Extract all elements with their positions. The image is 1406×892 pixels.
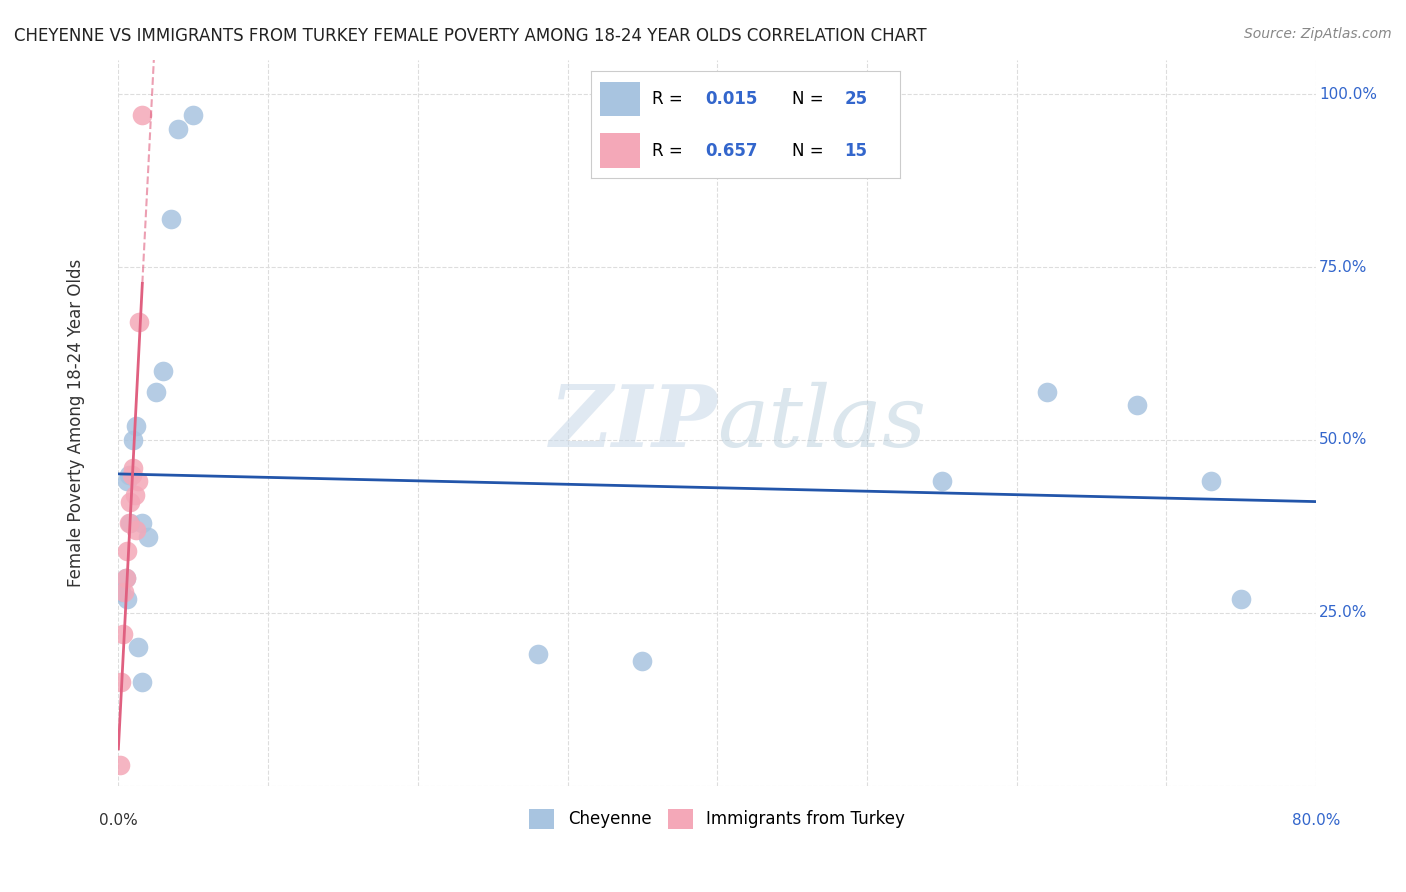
Point bbox=[167, 121, 190, 136]
Text: 25.0%: 25.0% bbox=[1319, 606, 1368, 620]
Point bbox=[110, 675, 132, 690]
Text: 0.0%: 0.0% bbox=[98, 814, 138, 829]
Point bbox=[131, 675, 153, 690]
Point bbox=[131, 108, 153, 122]
Point bbox=[122, 433, 145, 447]
Text: N =: N = bbox=[792, 90, 828, 108]
Point bbox=[931, 475, 953, 489]
Text: 0.015: 0.015 bbox=[704, 90, 758, 108]
Point bbox=[1230, 592, 1253, 607]
Point bbox=[128, 315, 150, 329]
Text: Source: ZipAtlas.com: Source: ZipAtlas.com bbox=[1244, 27, 1392, 41]
Point bbox=[121, 467, 143, 482]
Point bbox=[108, 585, 131, 599]
Point bbox=[108, 758, 131, 772]
Point bbox=[145, 384, 167, 399]
Point bbox=[117, 592, 139, 607]
Point bbox=[136, 530, 159, 544]
Point bbox=[112, 585, 135, 599]
Text: atlas: atlas bbox=[717, 382, 927, 464]
Text: ZIP: ZIP bbox=[550, 381, 717, 465]
Point bbox=[526, 648, 548, 662]
Text: 100.0%: 100.0% bbox=[1319, 87, 1378, 102]
Point bbox=[115, 571, 138, 585]
Point bbox=[127, 475, 149, 489]
Point bbox=[631, 654, 654, 668]
Point bbox=[118, 516, 141, 530]
Point bbox=[1035, 384, 1057, 399]
Text: Female Poverty Among 18-24 Year Olds: Female Poverty Among 18-24 Year Olds bbox=[67, 259, 86, 587]
Point bbox=[125, 523, 148, 537]
Point bbox=[159, 211, 181, 226]
Point bbox=[125, 419, 148, 434]
Text: R =: R = bbox=[652, 90, 689, 108]
Text: 25: 25 bbox=[844, 90, 868, 108]
Text: 0.657: 0.657 bbox=[704, 142, 758, 160]
Point bbox=[117, 475, 139, 489]
Point bbox=[124, 488, 146, 502]
Text: CHEYENNE VS IMMIGRANTS FROM TURKEY FEMALE POVERTY AMONG 18-24 YEAR OLDS CORRELAT: CHEYENNE VS IMMIGRANTS FROM TURKEY FEMAL… bbox=[14, 27, 927, 45]
Text: N =: N = bbox=[792, 142, 828, 160]
FancyBboxPatch shape bbox=[600, 134, 640, 168]
Text: R =: R = bbox=[652, 142, 689, 160]
FancyBboxPatch shape bbox=[600, 82, 640, 116]
Text: 75.0%: 75.0% bbox=[1319, 260, 1368, 275]
Text: 50.0%: 50.0% bbox=[1319, 433, 1368, 448]
Point bbox=[122, 460, 145, 475]
Point bbox=[152, 364, 174, 378]
Point bbox=[117, 543, 139, 558]
Point bbox=[1201, 475, 1223, 489]
Text: 80.0%: 80.0% bbox=[1292, 814, 1340, 829]
Point bbox=[110, 585, 132, 599]
Point bbox=[118, 467, 141, 482]
Point bbox=[120, 495, 142, 509]
Point bbox=[1125, 398, 1147, 412]
Point bbox=[131, 516, 153, 530]
Point bbox=[120, 516, 142, 530]
Text: 15: 15 bbox=[844, 142, 868, 160]
Point bbox=[111, 626, 134, 640]
Point bbox=[181, 108, 204, 122]
Legend: Cheyenne, Immigrants from Turkey: Cheyenne, Immigrants from Turkey bbox=[523, 802, 912, 836]
Point bbox=[115, 571, 138, 585]
Point bbox=[127, 640, 149, 655]
